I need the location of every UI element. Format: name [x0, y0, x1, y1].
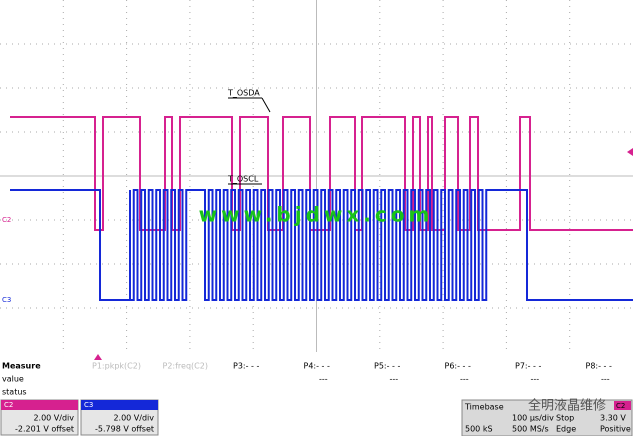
param-value: --- — [319, 375, 328, 384]
row-label: status — [2, 388, 27, 397]
param-name[interactable]: P5:- - - — [374, 362, 400, 371]
channel-name: C2 — [4, 401, 13, 409]
scl-trace — [10, 189, 633, 301]
param-name[interactable]: P6:- - - — [445, 362, 471, 371]
param-value: --- — [390, 375, 399, 384]
timebase-rate: 500 MS/s — [512, 425, 549, 434]
param-name[interactable]: P3:- - - — [233, 362, 259, 371]
trigger-mode: Stop — [556, 414, 574, 423]
channel-offset: -2.201 V offset — [15, 425, 74, 434]
channel-boxes: C2 2.00 V/div -2.201 V offset C3 2.00 V/div -… — [0, 399, 159, 436]
param-value: --- — [531, 375, 540, 384]
channel-marker: C3 — [2, 296, 11, 304]
trigger-channel: C2 — [616, 402, 625, 410]
timebase-box[interactable] — [461, 399, 633, 436]
marker — [94, 354, 102, 360]
param-name[interactable]: P8:- - - — [586, 362, 612, 371]
channel-scale: 2.00 V/div — [33, 414, 74, 423]
measure-params: P1:pkpk(C2) P2:freq(C2) P3:- - - --- P4:- - … — [92, 362, 612, 384]
label-line — [261, 97, 271, 113]
trigger-slope: Positive — [600, 425, 631, 434]
watermark: www.bjdwx.com — [199, 203, 434, 227]
trigger-badge — [614, 401, 631, 410]
trigger-type: Edge — [556, 425, 576, 434]
channel-offset: -5.798 V offset — [95, 425, 154, 434]
timebase-div: 100 µs/div — [512, 414, 554, 423]
param-name[interactable]: P7:- - - — [515, 362, 541, 371]
corner-watermark: 全明液晶维修 — [528, 398, 606, 414]
channel-scale: 2.00 V/div — [113, 414, 154, 423]
trigger-marker — [627, 148, 633, 156]
channel-name: C3 — [84, 401, 93, 409]
param-name[interactable]: P4:- - - — [304, 362, 330, 371]
param-name[interactable]: P1:pkpk(C2) — [92, 362, 141, 371]
timebase-samples: 500 kS — [465, 425, 493, 434]
timebase-label: Timebase — [464, 403, 504, 412]
channel-marker: C2 — [2, 216, 11, 224]
channel-header — [81, 400, 158, 410]
channel-header — [1, 400, 78, 410]
param-value: --- — [460, 375, 469, 384]
param-name[interactable]: P2:freq(C2) — [163, 362, 208, 371]
trace-label: T_OSDA — [227, 89, 260, 98]
param-value: --- — [601, 375, 610, 384]
trigger-level: 3.30 V — [600, 414, 626, 423]
trace-label: T_OSCL — [227, 175, 259, 184]
row-label: value — [2, 375, 24, 384]
measure-title: Measure — [2, 362, 41, 371]
measure-panel — [0, 352, 633, 398]
